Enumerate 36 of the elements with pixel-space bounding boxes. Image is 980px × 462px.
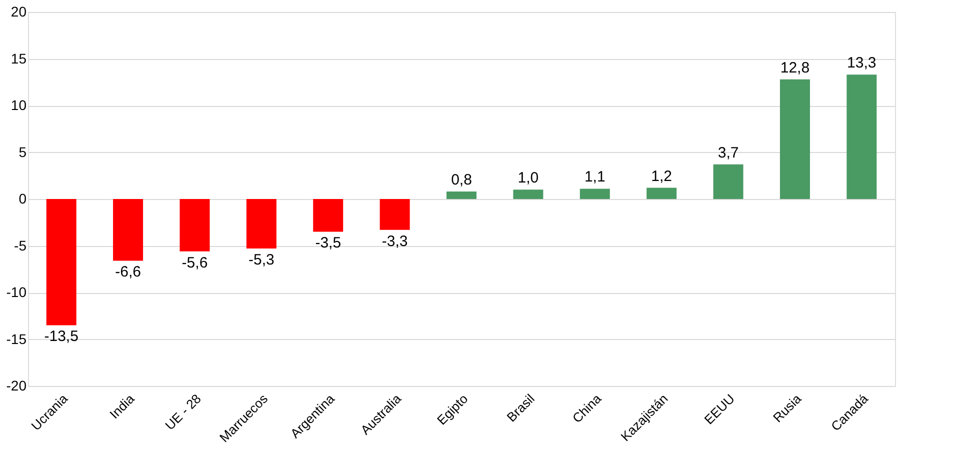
bar (180, 199, 210, 252)
y-tick-label: -5 (14, 237, 27, 254)
y-tick-label: 20 (10, 4, 27, 20)
bar (46, 199, 76, 326)
bar (713, 164, 744, 199)
bar (780, 79, 810, 199)
data-label: 13,3 (847, 54, 876, 72)
data-label: 0,8 (451, 172, 472, 189)
y-tick-label: 5 (18, 144, 27, 160)
y-tick-label: -10 (6, 284, 27, 300)
bar (113, 199, 144, 261)
y-tick-label: 10 (10, 97, 27, 113)
data-label: -3,3 (382, 232, 408, 250)
bar (513, 190, 544, 199)
data-label: 1,0 (518, 170, 539, 187)
bar (846, 74, 877, 199)
data-label: -3,5 (315, 234, 342, 252)
y-tick-label: -20 (6, 378, 27, 394)
data-label: 3,7 (718, 144, 739, 162)
y-tick-label: 15 (10, 50, 27, 66)
bar (313, 199, 344, 232)
x-tick-label: UE - 28 (162, 391, 204, 433)
bar (580, 188, 610, 199)
data-label: 12,8 (780, 59, 810, 76)
y-tick-label: 0 (18, 190, 27, 206)
data-label: -6,6 (115, 264, 141, 281)
y-tick-label: -15 (6, 330, 27, 347)
bar (380, 199, 410, 230)
bar (246, 199, 276, 249)
bar (446, 192, 476, 199)
data-label: 1,2 (651, 168, 672, 185)
data-label: -13,5 (44, 328, 78, 346)
data-label: -5,6 (182, 254, 208, 272)
data-label: 1,1 (584, 168, 606, 186)
data-label: -5,3 (248, 252, 274, 269)
bar (646, 188, 677, 199)
